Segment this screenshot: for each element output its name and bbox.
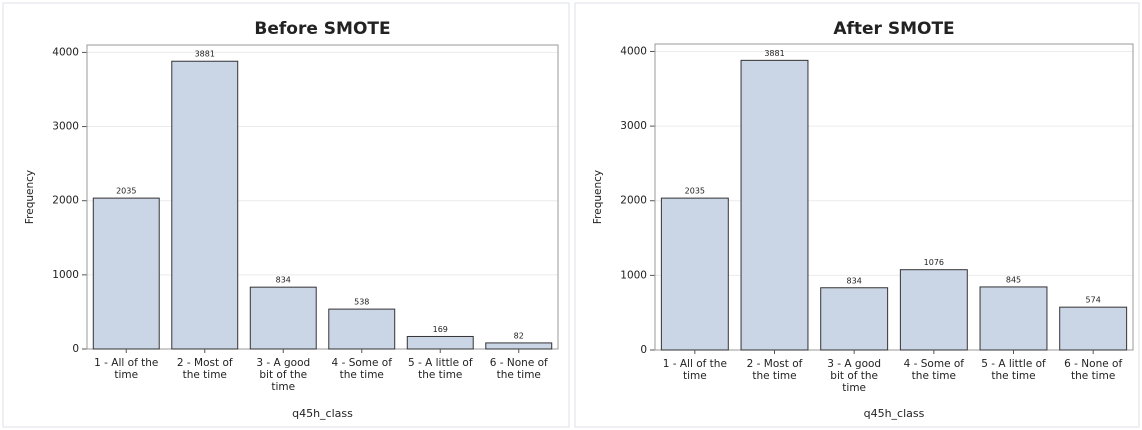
bar bbox=[328, 308, 396, 350]
y-tick-label: 4000 bbox=[620, 45, 647, 57]
data-label: 834 bbox=[276, 276, 291, 285]
x-tick-label: 3 - A good bit of the time bbox=[256, 357, 311, 393]
x-tick-label: 5 - A little of the time bbox=[407, 357, 473, 381]
x-tick-label: 1 - All of the time bbox=[94, 357, 159, 381]
y-tick-label: 4000 bbox=[52, 46, 79, 58]
bar bbox=[740, 59, 809, 351]
x-tick-label: 2 - Most of the time bbox=[176, 357, 233, 381]
x-tick-label-box: 4 - Some of the time bbox=[903, 358, 965, 382]
x-tick-label-box: 5 - A little of the time bbox=[407, 357, 473, 381]
bar bbox=[485, 342, 553, 350]
y-tick-label: 3000 bbox=[52, 121, 79, 133]
chart-title: Before SMOTE bbox=[254, 19, 390, 39]
x-axis-label: q45h_class bbox=[864, 407, 925, 420]
panel-border bbox=[2, 2, 570, 428]
panel-border bbox=[574, 2, 1140, 428]
x-tick-label: 3 - A good bit of the time bbox=[827, 358, 882, 394]
data-label: 538 bbox=[354, 298, 369, 307]
x-tick-label-box: 6 - None of the time bbox=[1064, 358, 1123, 382]
x-tick-label-box: 1 - All of the time bbox=[94, 357, 159, 381]
y-tick-label: 0 bbox=[640, 344, 647, 356]
x-tick-label-box: 6 - None of the time bbox=[489, 357, 548, 381]
x-tick-label: 2 - Most of the time bbox=[746, 358, 803, 382]
x-tick-label-box: 4 - Some of the time bbox=[331, 357, 392, 381]
x-tick-label: 1 - All of the time bbox=[662, 358, 727, 382]
data-label: 574 bbox=[1086, 296, 1101, 305]
x-axis-label: q45h_class bbox=[292, 407, 353, 420]
x-tick-label-box: 2 - Most of the time bbox=[746, 358, 803, 382]
y-tick-label: 2000 bbox=[52, 195, 79, 207]
y-tick-label: 1000 bbox=[52, 269, 79, 281]
plot-frame bbox=[86, 44, 559, 350]
data-label: 2035 bbox=[685, 187, 705, 196]
bar bbox=[899, 269, 968, 351]
data-label: 845 bbox=[1006, 275, 1021, 284]
x-tick-label: 5 - A little of the time bbox=[981, 358, 1046, 382]
x-tick-label-box: 5 - A little of the time bbox=[981, 358, 1046, 382]
x-tick-label: 6 - None of the time bbox=[489, 357, 548, 381]
y-tick-label: 1000 bbox=[620, 269, 647, 281]
data-label: 834 bbox=[847, 276, 862, 285]
x-tick-label-box: 3 - A good bit of the time bbox=[827, 358, 882, 394]
data-label: 2035 bbox=[116, 187, 136, 196]
bar bbox=[171, 60, 239, 350]
data-label: 169 bbox=[433, 325, 448, 334]
x-tick-label: 4 - Some of the time bbox=[903, 358, 965, 382]
bar bbox=[979, 286, 1048, 351]
x-tick-label-box: 3 - A good bit of the time bbox=[256, 357, 311, 393]
bar bbox=[249, 286, 317, 350]
x-tick-label: 4 - Some of the time bbox=[331, 357, 392, 381]
bar bbox=[406, 335, 474, 350]
y-tick-label: 3000 bbox=[620, 120, 647, 132]
y-axis-label: Frequency bbox=[592, 170, 604, 224]
x-tick-label: 6 - None of the time bbox=[1064, 358, 1123, 382]
bar bbox=[660, 197, 729, 351]
bar bbox=[92, 197, 160, 350]
data-label: 3881 bbox=[764, 49, 784, 58]
plot-frame bbox=[654, 43, 1134, 351]
x-tick-label-box: 2 - Most of the time bbox=[176, 357, 233, 381]
chart-title: After SMOTE bbox=[833, 19, 954, 39]
y-tick-label: 2000 bbox=[620, 195, 647, 207]
data-label: 1076 bbox=[924, 258, 944, 267]
bar bbox=[1059, 306, 1128, 351]
bar bbox=[820, 287, 889, 351]
data-label: 82 bbox=[514, 331, 524, 340]
x-tick-label-box: 1 - All of the time bbox=[662, 358, 727, 382]
y-tick-label: 0 bbox=[72, 343, 79, 355]
data-label: 3881 bbox=[195, 50, 215, 59]
y-axis-label: Frequency bbox=[24, 170, 36, 224]
